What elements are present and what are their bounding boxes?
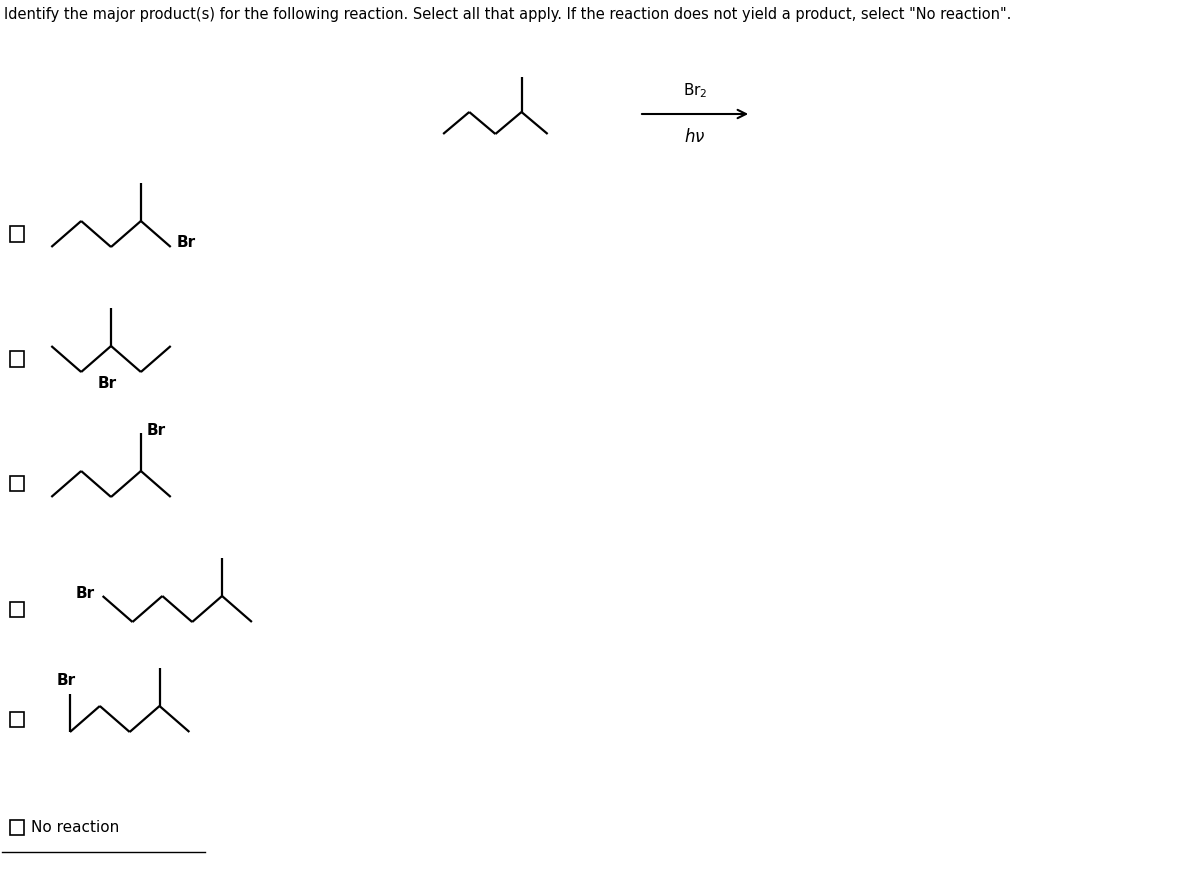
Bar: [10, 819, 24, 834]
Text: Br: Br: [76, 587, 95, 601]
Text: Br: Br: [97, 376, 116, 391]
Text: Br: Br: [146, 423, 166, 439]
Bar: [10, 601, 24, 616]
Bar: [10, 227, 24, 242]
Text: Identify the major product(s) for the following reaction. Select all that apply.: Identify the major product(s) for the fo…: [4, 7, 1012, 22]
Bar: [10, 351, 24, 367]
Text: Br: Br: [176, 235, 196, 250]
Bar: [10, 476, 24, 492]
Text: Br: Br: [56, 673, 76, 688]
Text: No reaction: No reaction: [31, 819, 119, 834]
Text: $h\nu$: $h\nu$: [684, 128, 706, 146]
Text: Br$_2$: Br$_2$: [683, 82, 707, 100]
Bar: [10, 712, 24, 726]
